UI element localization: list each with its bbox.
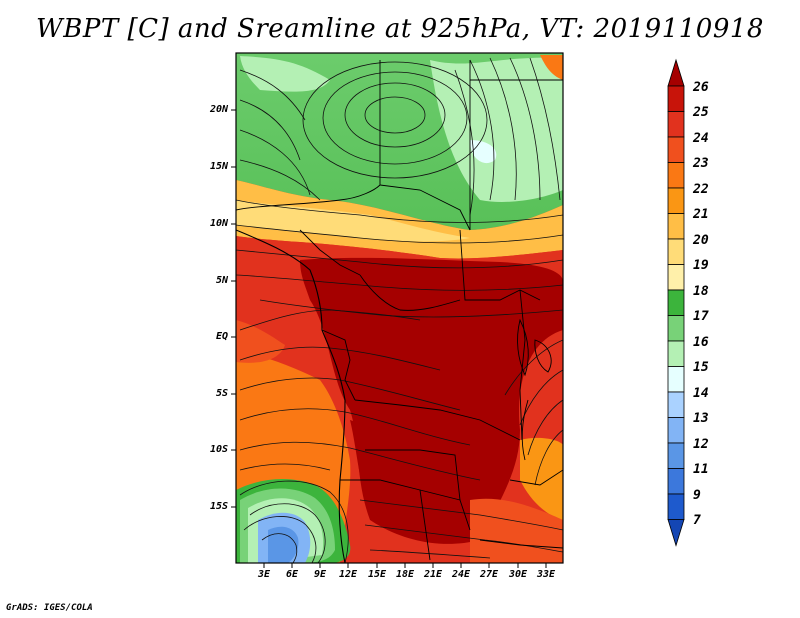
lat-label: 10S [209,444,228,455]
colorbar-segment [667,391,685,418]
colorbar-bottom-arrow [667,519,685,547]
country-borders [236,60,563,563]
colorbar-label: 7 [693,513,701,528]
lat-label: 5S [215,388,228,399]
lon-label: 30E [508,569,528,580]
lon-label: 9E [313,569,327,580]
colorbar-label: 19 [693,258,709,273]
colorbar-segment [667,162,685,189]
lon-label: 27E [479,569,499,580]
colorbar-segment [667,289,685,316]
lon-label: 24E [451,569,471,580]
wbpt-field [236,53,563,563]
lat-label: 10N [209,218,228,229]
colorbar-label: 16 [693,335,709,350]
colorbar-segment [667,264,685,291]
colorbar-segment [667,187,685,214]
colorbar-segment [667,85,685,112]
colorbar-label: 24 [693,131,709,146]
grads-credit: GrADS: IGES/COLA [6,603,93,613]
colorbar-label: 11 [693,462,709,477]
colorbar-segment [667,111,685,138]
colorbar-label: 15 [693,360,709,375]
colorbar-segment [667,468,685,495]
colorbar-top-arrow [667,58,685,87]
lat-label: 15N [209,161,228,172]
colorbar-label: 22 [693,182,709,197]
colorbar-segment [667,213,685,240]
region-transition [236,180,563,259]
colorbar-label: 26 [693,80,709,95]
lon-label: 3E [257,569,271,580]
colorbar-label: 14 [693,386,709,401]
streamlines [236,57,563,563]
map-title: WBPT [C] and Sreamline at 925hPa, VT: 20… [36,14,764,44]
lon-label: 15E [367,569,387,580]
colorbar-segment [667,417,685,444]
colorbar-segment [667,238,685,265]
lon-label: 33E [536,569,556,580]
colorbar-segment [667,442,685,469]
colorbar-label: 9 [693,488,701,503]
lon-label: 18E [395,569,415,580]
colorbar-label: 12 [693,437,709,452]
colorbar [667,58,685,547]
colorbar-segment [667,340,685,367]
colorbar-label: 21 [693,207,709,222]
lon-label: 12E [338,569,358,580]
colorbar-segment [667,366,685,393]
colorbar-segment [667,315,685,342]
lon-label: 21E [423,569,443,580]
lat-label: EQ [215,331,228,342]
plot-frame [235,52,564,564]
lat-label: 20N [209,104,228,115]
colorbar-label: 23 [693,156,709,171]
colorbar-label: 13 [693,411,709,426]
lat-label: 5N [215,275,228,286]
axis-ticks [231,109,547,568]
colorbar-label: 20 [693,233,709,248]
lon-label: 6E [285,569,299,580]
colorbar-segment [667,136,685,163]
colorbar-label: 25 [693,105,709,120]
colorbar-segment [667,493,685,520]
colorbar-label: 17 [693,309,709,324]
colorbar-label: 18 [693,284,709,299]
lat-label: 15S [209,501,228,512]
